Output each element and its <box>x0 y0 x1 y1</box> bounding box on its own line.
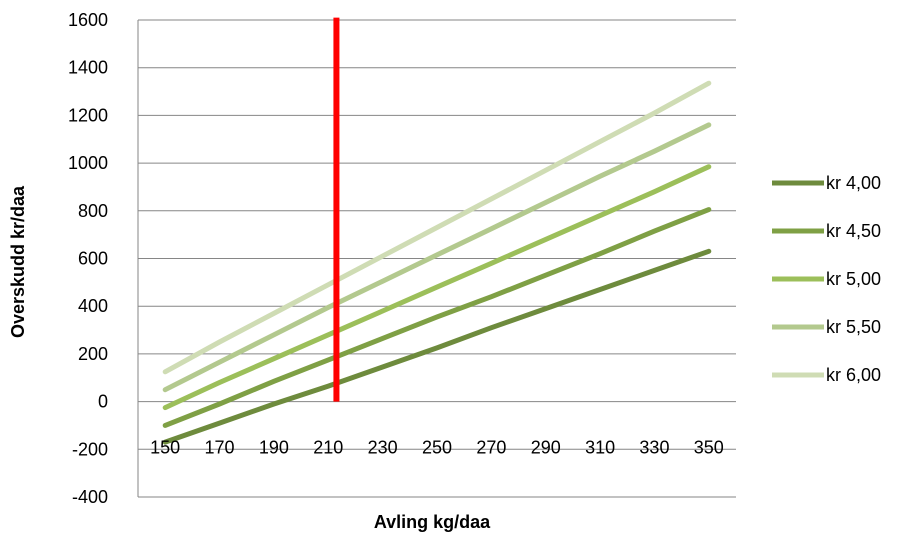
x-tick-label: 190 <box>259 438 289 458</box>
legend-item: kr 6,00 <box>772 365 881 385</box>
y-tick-label: -200 <box>72 439 108 459</box>
x-tick-label: 330 <box>639 438 669 458</box>
legend-label: kr 5,50 <box>826 317 881 337</box>
y-tick-label: 1000 <box>68 153 108 173</box>
x-tick-label: 230 <box>368 438 398 458</box>
legend-label: kr 4,50 <box>826 221 881 241</box>
y-tick-label: 400 <box>78 296 108 316</box>
x-tick-label: 310 <box>585 438 615 458</box>
series-line-1 <box>162 248 712 445</box>
series-line-2 <box>162 207 712 428</box>
y-tick-label: 800 <box>78 201 108 221</box>
series-line-4 <box>162 122 712 393</box>
gridlines <box>138 19 736 498</box>
y-tick-label: -400 <box>72 487 108 507</box>
y-tick-label: 600 <box>78 249 108 269</box>
x-tick-label: 350 <box>694 438 724 458</box>
series-line-3 <box>162 164 712 411</box>
x-tick-label: 290 <box>531 438 561 458</box>
legend-label: kr 5,00 <box>826 269 881 289</box>
y-tick-label: 1400 <box>68 58 108 78</box>
x-tick-label: 210 <box>313 438 343 458</box>
series-lines <box>162 80 712 445</box>
legend-item: kr 5,50 <box>772 317 881 337</box>
legend: kr 4,00 kr 4,50 kr 5,00 kr 5,50 kr 6,00 <box>772 173 881 385</box>
y-tick-label: 1600 <box>68 10 108 30</box>
y-axis-title: Overskudd kr/daa <box>8 185 28 338</box>
y-tick-labels: -400 -200 0 200 400 600 800 1000 1200 1400 1600 <box>68 10 108 507</box>
x-tick-labels: 150 170 190 210 230 250 270 290 310 330 350 <box>150 438 724 458</box>
legend-item: kr 4,00 <box>772 173 881 193</box>
y-tick-label: 200 <box>78 344 108 364</box>
y-tick-label: 0 <box>98 392 108 412</box>
series-line-5 <box>162 80 712 375</box>
legend-label: kr 4,00 <box>826 173 881 193</box>
y-tick-label: 1200 <box>68 105 108 125</box>
x-tick-label: 170 <box>205 438 235 458</box>
x-tick-label: 270 <box>476 438 506 458</box>
legend-item: kr 5,00 <box>772 269 881 289</box>
legend-item: kr 4,50 <box>772 221 881 241</box>
x-tick-label: 250 <box>422 438 452 458</box>
x-tick-label: 150 <box>150 438 180 458</box>
legend-label: kr 6,00 <box>826 365 881 385</box>
x-axis-title: Avling kg/daa <box>374 512 491 532</box>
